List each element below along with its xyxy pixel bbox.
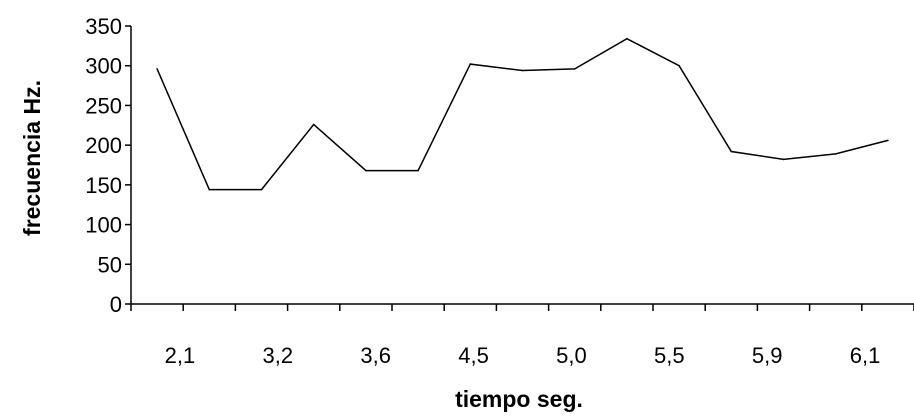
x-tick-label: 5,0 <box>556 343 587 368</box>
data-point <box>156 68 158 70</box>
data-point <box>260 188 263 191</box>
series-line-0 <box>156 37 889 191</box>
plot-area <box>156 37 889 191</box>
data-point <box>678 64 680 67</box>
data-point <box>417 169 419 172</box>
y-tick-label: 250 <box>85 93 122 118</box>
y-tick-label: 150 <box>85 173 122 198</box>
data-point <box>573 68 576 70</box>
y-tick-label: 350 <box>85 14 122 39</box>
data-point <box>365 169 367 172</box>
y-tick-label: 200 <box>85 133 122 158</box>
data-point <box>887 139 889 142</box>
data-point <box>782 158 785 161</box>
x-tick-label: 5,9 <box>752 343 783 368</box>
y-tick-label: 50 <box>98 252 122 277</box>
y-axis: 0 50 100 150 200 250 300 350 <box>85 14 132 317</box>
x-axis: 2,1 3,2 3,6 4,5 5,0 5,5 5,9 6,1 <box>130 303 914 368</box>
data-point <box>208 188 211 191</box>
x-tick-label: 4,5 <box>458 343 489 368</box>
data-point <box>834 153 837 155</box>
x-tick-label: 5,5 <box>654 343 685 368</box>
y-tick-label: 300 <box>85 54 122 79</box>
x-axis-title: tiempo seg. <box>455 386 583 412</box>
data-point <box>730 150 733 153</box>
x-tick-label: 6,1 <box>850 343 881 368</box>
data-point <box>521 69 524 72</box>
x-tick-label: 2,1 <box>165 343 196 368</box>
data-point <box>469 63 472 65</box>
y-axis-title: frecuencia Hz. <box>19 80 45 236</box>
x-tick-label: 3,2 <box>263 343 294 368</box>
data-point <box>626 37 628 40</box>
x-tick-label: 3,6 <box>360 343 391 368</box>
y-tick-label: 100 <box>85 213 122 238</box>
y-tick-label: 0 <box>110 292 122 317</box>
data-point <box>312 123 315 126</box>
